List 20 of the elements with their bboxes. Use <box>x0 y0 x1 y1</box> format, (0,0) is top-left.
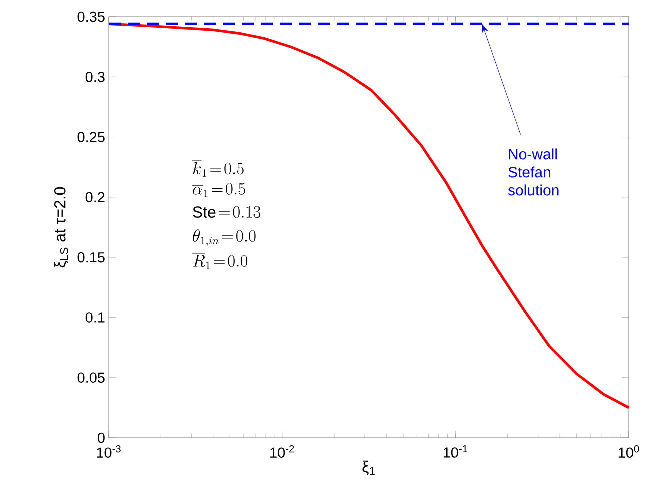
annotation: $\overline{R}_1\!=\!0.0$ <box>192 254 248 270</box>
y-tick-label: 0.05 <box>78 372 105 383</box>
y-axis-title: ξ$_{LS}$ at τ=2.0 <box>54 187 68 268</box>
annotation: $\overline{k}_1\!=\!0.5$ <box>192 160 244 177</box>
y-tick-label: 0.3 <box>86 72 105 82</box>
x-tick-label: 10$^{-1}$ <box>444 446 468 458</box>
y-tick-label: 0.15 <box>78 252 105 263</box>
x-tick-label: 10$^{-2}$ <box>270 446 294 458</box>
annotation: $\mathrm{Ste}\!=\!0.13$ <box>193 206 261 218</box>
y-tick-label: 0.2 <box>86 192 105 203</box>
y-tick-label: 0.1 <box>86 312 105 323</box>
annotation: $\theta_{1,in}\!=\!0.0$ <box>193 230 256 247</box>
ref-line-label: No-wall Stefan solution <box>508 148 559 196</box>
y-tick-label: 0.25 <box>78 132 105 142</box>
x-tick-label: 10$^{-3}$ <box>97 446 121 458</box>
y-tick-label: 0 <box>98 432 105 444</box>
annotation: $\overline{\alpha}_1\!=\!0.5$ <box>192 183 246 198</box>
x-tick-label: 10$^{0}$ <box>618 446 640 458</box>
y-tick-label: 0.35 <box>78 12 105 22</box>
x-axis-title: ξ$_{1}$ <box>362 460 375 476</box>
